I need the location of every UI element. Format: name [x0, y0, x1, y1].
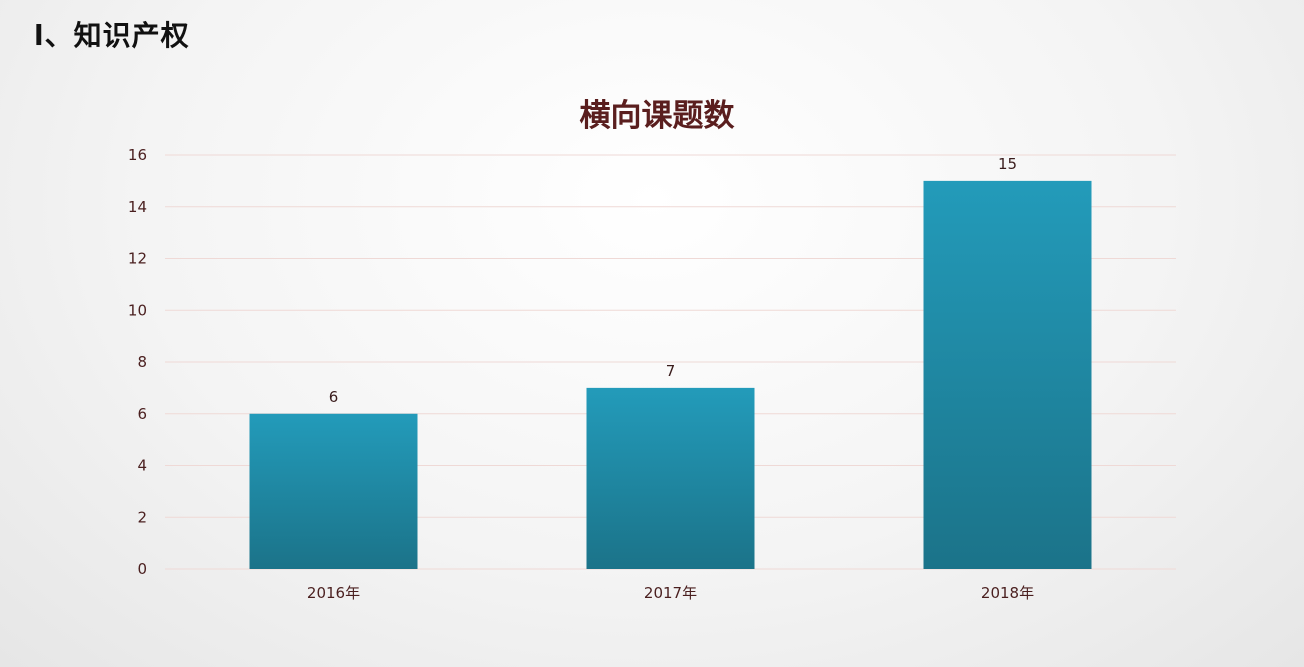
bars	[249, 180, 1092, 569]
data-label: 15	[998, 155, 1017, 173]
y-tick-label: 6	[137, 405, 147, 423]
y-tick-label: 16	[128, 146, 147, 164]
data-label: 6	[329, 388, 339, 406]
bar	[249, 413, 418, 569]
x-tick-label: 2017年	[644, 584, 697, 602]
y-tick-label: 8	[137, 353, 147, 371]
x-tick-label: 2016年	[307, 584, 360, 602]
data-labels: 6 7 15	[329, 155, 1017, 406]
x-tick-label: 2018年	[981, 584, 1034, 602]
slide-heading: l、知识产权	[34, 19, 190, 52]
y-tick-label: 2	[137, 508, 147, 526]
y-tick-label: 0	[137, 560, 147, 578]
y-tick-label: 10	[128, 301, 147, 319]
y-tick-label: 14	[128, 198, 147, 216]
chart-title: 横向课题数	[580, 98, 735, 134]
data-label: 7	[666, 362, 676, 380]
bar	[923, 180, 1092, 569]
y-tick-label: 12	[128, 250, 147, 268]
x-axis-ticks: 2016年 2017年 2018年	[307, 584, 1034, 602]
bar	[586, 387, 755, 569]
y-tick-label: 4	[137, 457, 147, 475]
y-axis-ticks: 0 2 4 6 8 10 12 14 16	[128, 146, 147, 578]
